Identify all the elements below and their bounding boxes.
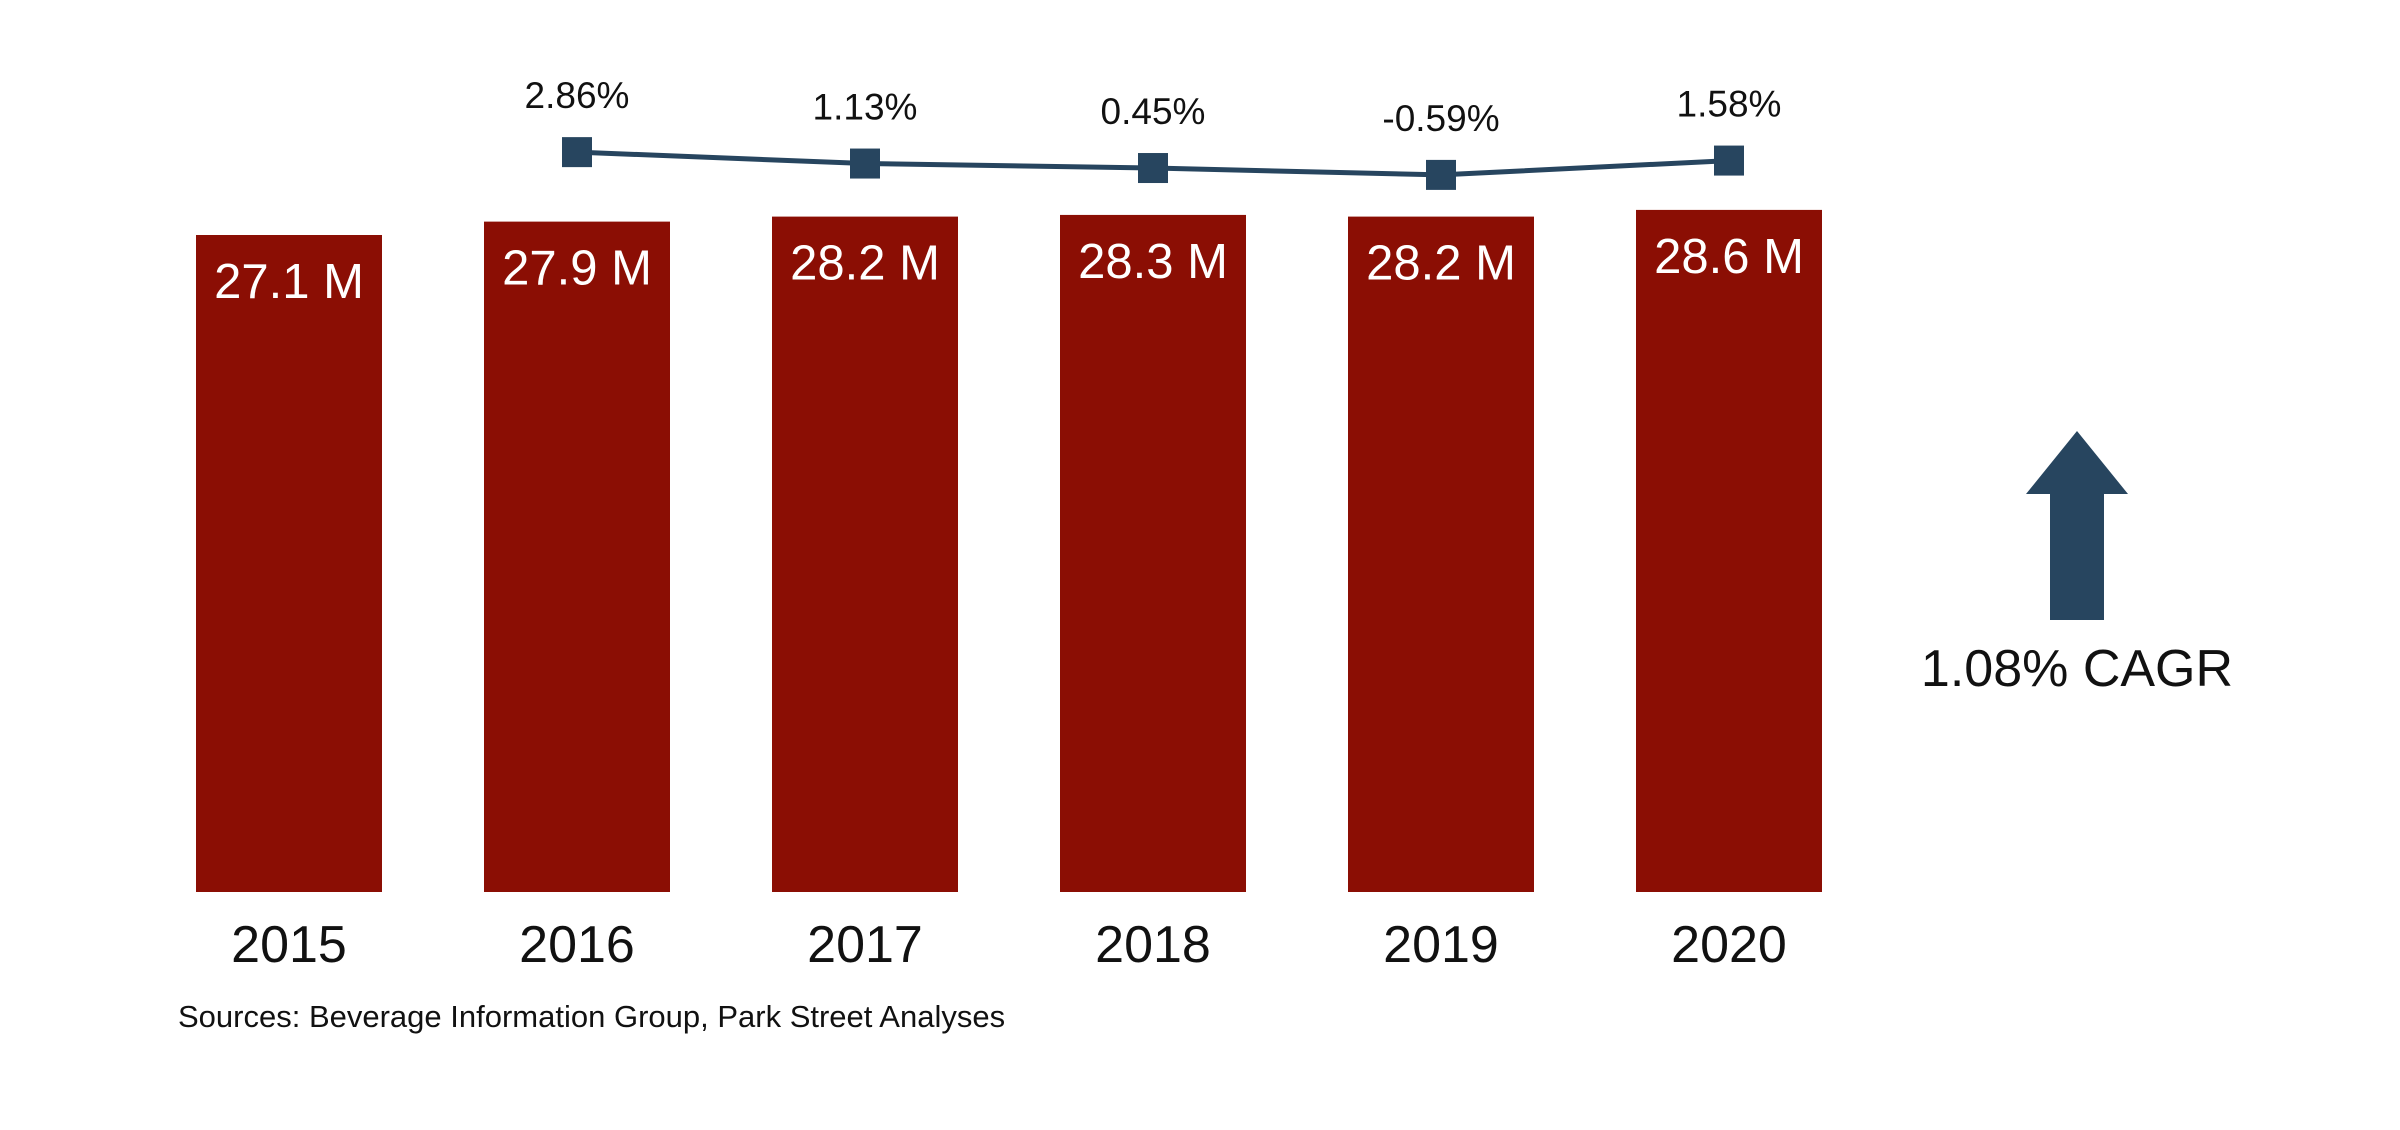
up-arrow-icon [2026, 431, 2128, 620]
growth-line-group: 2.86% 1.13% 0.45% -0.59% 1.58% [525, 75, 1782, 190]
bar-2016 [484, 221, 670, 893]
bar-2020 [1636, 209, 1822, 892]
growth-label-2020: 1.58% [1677, 84, 1782, 125]
x-tick-label-2019: 2019 [1383, 916, 1499, 974]
source-note: Sources: Beverage Information Group, Par… [178, 999, 1005, 1034]
cagr-label: 1.08% CAGR [1921, 640, 2233, 698]
bar-2018 [1060, 214, 1246, 892]
x-axis-ticks: 2015 2016 2017 2018 2019 2020 [231, 916, 1787, 974]
growth-marker-2020 [1714, 145, 1744, 176]
x-tick-label-2017: 2017 [807, 916, 923, 974]
bar-value-label-2017: 28.2 M [790, 237, 940, 291]
bars-group [196, 209, 1822, 893]
bar-2017 [772, 216, 958, 893]
x-tick-label-2020: 2020 [1671, 916, 1787, 974]
bar-value-label-2020: 28.6 M [1654, 230, 1804, 284]
growth-marker-2018 [1138, 153, 1168, 184]
growth-marker-2017 [850, 148, 880, 179]
growth-label-2017: 1.13% [813, 87, 918, 128]
value-labels-group: 27.1 M 27.9 M 28.2 M 28.3 M 28.2 M 28.6 M [214, 230, 1804, 309]
bar-2019 [1348, 216, 1534, 893]
growth-label-2019: -0.59% [1382, 98, 1499, 139]
bar-value-label-2018: 28.3 M [1078, 235, 1228, 289]
bar-value-label-2015: 27.1 M [214, 255, 364, 309]
bar-value-label-2016: 27.9 M [502, 242, 652, 296]
x-tick-label-2015: 2015 [231, 916, 347, 974]
growth-marker-2019 [1426, 159, 1456, 190]
growth-label-2018: 0.45% [1101, 91, 1206, 132]
growth-marker-2016 [562, 137, 592, 168]
bar-value-label-2019: 28.2 M [1366, 237, 1516, 291]
x-tick-label-2016: 2016 [519, 916, 635, 974]
growth-label-2016: 2.86% [525, 75, 630, 116]
bar-2015 [196, 235, 382, 892]
cagr-group: 1.08% CAGR [1921, 431, 2233, 698]
x-tick-label-2018: 2018 [1095, 916, 1211, 974]
